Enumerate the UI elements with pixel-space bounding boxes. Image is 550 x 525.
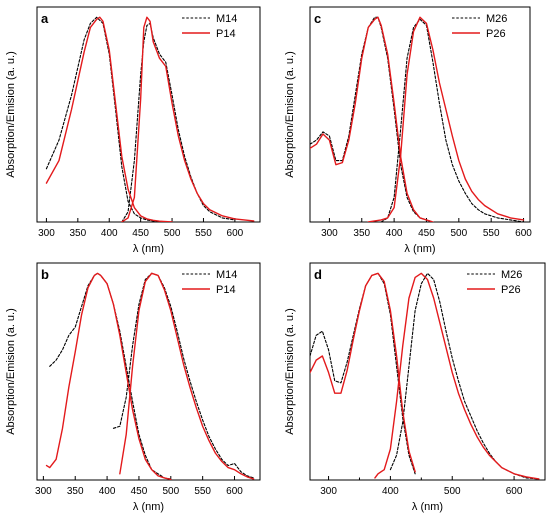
series-line-P14-emission — [119, 272, 255, 480]
series-line-P26-emission — [374, 272, 540, 480]
legend-label: M26 — [501, 269, 522, 281]
x-tick-label: 350 — [353, 228, 370, 239]
series-line-P14-emission — [121, 16, 255, 222]
y-axis-label: Absorption/Emision (a. u.) — [5, 51, 17, 178]
series-line-P26-absorption — [310, 272, 416, 473]
y-axis-label: Absorption/Emision (a. u.) — [5, 308, 17, 435]
x-tick-label: 400 — [101, 228, 118, 239]
x-tick-label: 400 — [99, 486, 116, 497]
legend-label: M14 — [216, 269, 237, 281]
panel-letter: c — [314, 11, 321, 26]
x-tick-label: 300 — [320, 486, 337, 497]
y-axis-label: Absorption/Emision (a. u.) — [284, 308, 296, 435]
legend-label: P14 — [216, 28, 236, 40]
x-tick-label: 600 — [227, 228, 244, 239]
panel-letter: a — [41, 11, 49, 26]
legend-label: M14 — [216, 13, 237, 25]
x-tick-label: 400 — [382, 486, 399, 497]
legend-label: P14 — [216, 284, 236, 296]
x-tick-label: 600 — [226, 486, 243, 497]
x-tick-label: 350 — [69, 228, 86, 239]
x-tick-label: 350 — [67, 486, 84, 497]
x-axis-label: λ (nm) — [133, 501, 164, 513]
x-tick-label: 600 — [506, 486, 523, 497]
x-tick-label: 500 — [162, 486, 179, 497]
x-tick-label: 600 — [515, 228, 532, 239]
x-tick-label: 500 — [164, 228, 181, 239]
x-axis-label: λ (nm) — [133, 243, 164, 255]
plot-frame — [36, 6, 261, 223]
series-line-P26-emission — [367, 16, 525, 222]
series-line-M26-emission — [380, 18, 525, 222]
chart-panel-d: 300 400 500 600 λ (nm) Absorption/Emision (a.… — [284, 262, 546, 513]
chart-panel-c: 300 350 400 450 500 550 600 λ (nm) Absorption/Em… — [284, 6, 532, 255]
x-tick-label: 550 — [195, 228, 212, 239]
x-tick-label: 450 — [132, 228, 149, 239]
plot-frame — [309, 6, 531, 223]
series-group — [45, 272, 255, 480]
series-line-P14-absorption — [45, 16, 173, 222]
x-tick-label: 300 — [38, 228, 55, 239]
y-axis-label: Absorption/Emision (a. u.) — [284, 51, 296, 178]
x-tick-label: 450 — [418, 228, 435, 239]
chart-panel-a: 300 350 400 450 500 550 600 λ (nm) Absorption/Em… — [5, 6, 261, 255]
series-line-M26-absorption — [310, 272, 416, 475]
legend-label: M26 — [486, 13, 507, 25]
series-line-P26-absorption — [310, 16, 434, 222]
x-tick-label: 550 — [194, 486, 211, 497]
legend-label: P26 — [486, 28, 506, 40]
series-line-M14-emission — [121, 22, 236, 222]
x-tick-label: 450 — [131, 486, 148, 497]
series-line-M26-absorption — [310, 16, 434, 222]
legend-label: P26 — [501, 284, 521, 296]
x-tick-label: 550 — [483, 228, 500, 239]
series-line-M14-emission — [112, 272, 255, 479]
series-group — [310, 272, 540, 480]
chart-panel-b: 300 350 400 450 500 550 600 λ (nm) Absorption/Em… — [5, 262, 261, 513]
x-tick-label: 500 — [444, 486, 461, 497]
plot-frame — [36, 262, 261, 481]
panel-letter: b — [41, 267, 49, 282]
x-tick-label: 400 — [386, 228, 403, 239]
x-tick-label: 300 — [321, 228, 338, 239]
x-axis-label: λ (nm) — [412, 501, 443, 513]
series-group — [310, 16, 525, 222]
x-axis-label: λ (nm) — [404, 243, 435, 255]
panel-letter: d — [314, 267, 322, 282]
x-tick-label: 500 — [450, 228, 467, 239]
x-tick-label: 300 — [35, 486, 52, 497]
series-line-M26-emission — [389, 272, 540, 480]
series-line-M14-absorption — [49, 272, 172, 480]
series-line-P14-absorption — [45, 272, 172, 480]
series-group — [45, 16, 255, 222]
